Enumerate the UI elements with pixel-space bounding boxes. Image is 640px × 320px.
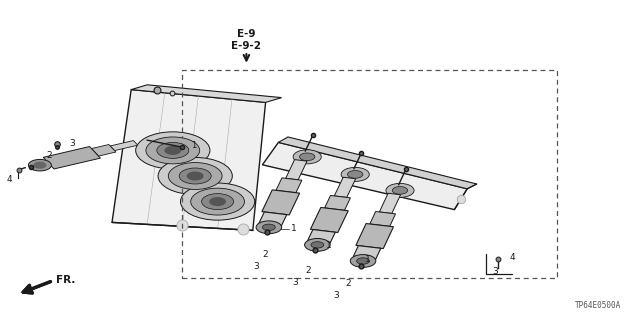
Polygon shape	[356, 224, 394, 249]
Circle shape	[34, 162, 45, 168]
Circle shape	[300, 153, 315, 161]
Text: 1: 1	[326, 241, 332, 250]
Circle shape	[180, 183, 255, 220]
Text: 2: 2	[262, 250, 268, 259]
Polygon shape	[259, 212, 287, 226]
Circle shape	[28, 159, 51, 171]
Circle shape	[191, 188, 244, 215]
Circle shape	[305, 238, 330, 251]
Text: 3: 3	[253, 262, 259, 271]
Circle shape	[146, 137, 200, 164]
Polygon shape	[278, 137, 477, 189]
Polygon shape	[380, 193, 401, 213]
Text: 2: 2	[47, 151, 52, 160]
Circle shape	[392, 187, 408, 194]
Circle shape	[157, 142, 189, 158]
Circle shape	[341, 167, 369, 181]
Circle shape	[179, 168, 211, 184]
Circle shape	[202, 194, 234, 210]
Text: 1: 1	[365, 255, 371, 264]
Polygon shape	[370, 212, 396, 226]
Circle shape	[158, 157, 232, 195]
Polygon shape	[110, 140, 138, 151]
Text: 3: 3	[69, 139, 75, 148]
Text: 4: 4	[509, 253, 515, 262]
Polygon shape	[276, 178, 302, 193]
Circle shape	[136, 132, 210, 169]
Circle shape	[356, 258, 369, 264]
Circle shape	[256, 221, 282, 234]
Circle shape	[188, 172, 203, 180]
Bar	[182, 70, 557, 278]
Text: 2: 2	[345, 279, 351, 288]
Polygon shape	[262, 190, 300, 215]
Text: FR.: FR.	[56, 275, 75, 285]
Circle shape	[350, 255, 376, 268]
Text: TP64E0500A: TP64E0500A	[575, 301, 621, 310]
Circle shape	[348, 171, 363, 178]
Polygon shape	[324, 196, 351, 210]
Text: E-9
E-9-2: E-9 E-9-2	[232, 29, 261, 51]
Polygon shape	[334, 177, 356, 197]
Polygon shape	[308, 229, 335, 243]
Circle shape	[210, 198, 225, 205]
Circle shape	[262, 224, 275, 230]
Polygon shape	[112, 90, 266, 230]
Circle shape	[386, 183, 414, 197]
Circle shape	[311, 242, 324, 248]
Circle shape	[168, 163, 222, 189]
Circle shape	[165, 147, 180, 154]
Text: 1: 1	[291, 224, 296, 233]
Text: 1: 1	[191, 141, 196, 150]
Text: 3: 3	[333, 291, 339, 300]
Polygon shape	[285, 160, 307, 180]
Circle shape	[293, 150, 321, 164]
Polygon shape	[353, 246, 381, 259]
Text: 3: 3	[492, 267, 497, 276]
Polygon shape	[262, 142, 467, 210]
Text: 4: 4	[7, 175, 13, 184]
Polygon shape	[131, 85, 282, 102]
Text: 3: 3	[292, 278, 298, 287]
Polygon shape	[310, 207, 348, 233]
Text: 2: 2	[305, 266, 311, 275]
Polygon shape	[92, 145, 116, 156]
Polygon shape	[43, 147, 100, 169]
